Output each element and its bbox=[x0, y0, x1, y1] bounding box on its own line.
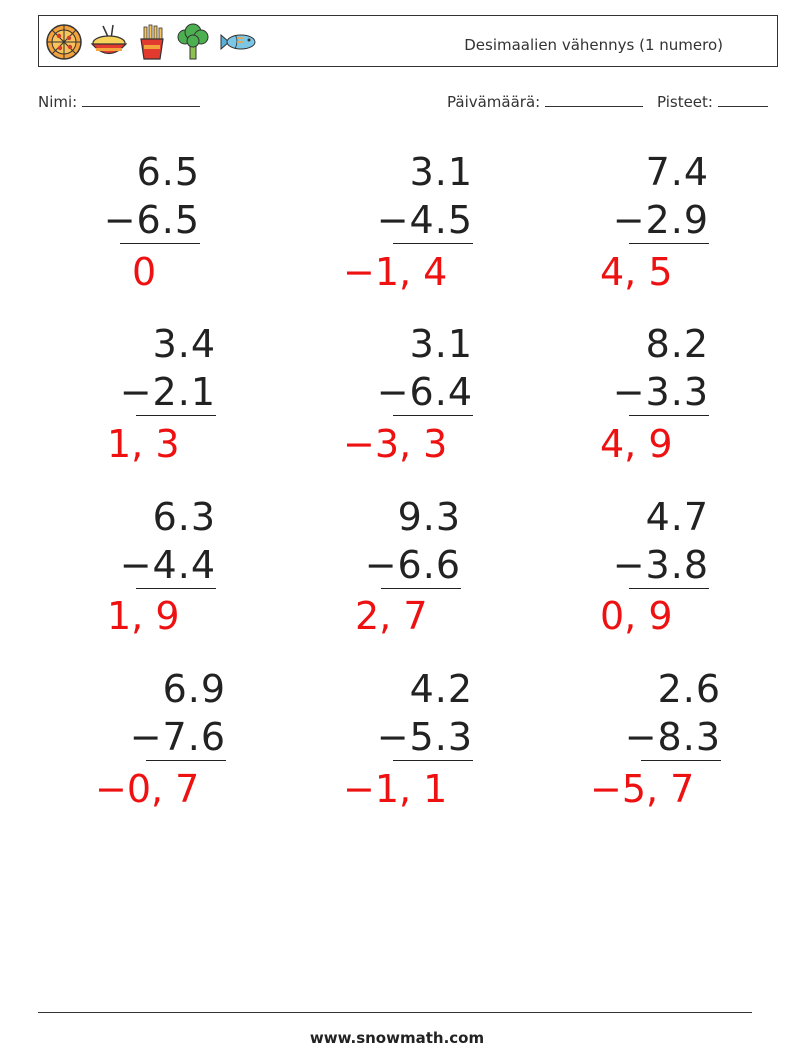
pizza-icon bbox=[45, 23, 83, 61]
minuend: 6.9 bbox=[162, 667, 226, 711]
minuend: 6.3 bbox=[152, 495, 216, 539]
broccoli-icon bbox=[175, 23, 211, 61]
problem-3: 7.4 −2.9 4, 5 bbox=[509, 153, 709, 313]
subtrahend: −4.5 bbox=[376, 198, 473, 242]
problem-10: 6.9 −7.6 −0, 7 bbox=[26, 670, 226, 830]
problem-5: 3.1 −6.4 −3, 3 bbox=[273, 325, 473, 485]
answer-rule bbox=[120, 243, 200, 244]
fries-icon bbox=[135, 23, 169, 61]
minuend: 3.1 bbox=[409, 150, 473, 194]
answer: −0, 7 bbox=[95, 767, 200, 811]
answer-rule bbox=[136, 415, 216, 416]
minuend: 4.7 bbox=[645, 495, 709, 539]
date-blank[interactable] bbox=[545, 93, 643, 107]
problem-8: 9.3 −6.6 2, 7 bbox=[261, 498, 461, 658]
problem-9: 4.7 −3.8 0, 9 bbox=[509, 498, 709, 658]
answer: 0 bbox=[132, 250, 157, 294]
subtrahend: −3.8 bbox=[612, 543, 709, 587]
score-label: Pisteet: bbox=[657, 93, 713, 111]
minuend: 6.5 bbox=[136, 150, 200, 194]
problem-4: 3.4 −2.1 1, 3 bbox=[16, 325, 216, 485]
subtrahend: −3.3 bbox=[612, 370, 709, 414]
score-field: Pisteet: bbox=[657, 93, 768, 111]
subtrahend: −2.1 bbox=[119, 370, 216, 414]
subtrahend: −2.9 bbox=[612, 198, 709, 242]
subtrahend: −8.3 bbox=[624, 715, 721, 759]
answer: −1, 4 bbox=[343, 250, 448, 294]
fish-icon bbox=[217, 23, 261, 61]
minuend: 9.3 bbox=[397, 495, 461, 539]
minuend: 7.4 bbox=[645, 150, 709, 194]
worksheet-header: Desimaalien vähennys (1 numero) bbox=[38, 15, 778, 67]
minuend: 8.2 bbox=[645, 322, 709, 366]
rice-bowl-icon bbox=[89, 23, 129, 61]
minuend: 2.6 bbox=[657, 667, 721, 711]
subtrahend: −6.5 bbox=[103, 198, 200, 242]
problem-6: 8.2 −3.3 4, 9 bbox=[509, 325, 709, 485]
answer-rule bbox=[629, 415, 709, 416]
subtrahend: −6.4 bbox=[376, 370, 473, 414]
problem-12: 2.6 −8.3 −5, 7 bbox=[521, 670, 721, 830]
answer-rule bbox=[393, 415, 473, 416]
answer-rule bbox=[393, 243, 473, 244]
answer: 0, 9 bbox=[600, 594, 673, 638]
worksheet-title: Desimaalien vähennys (1 numero) bbox=[464, 36, 723, 54]
name-label: Nimi: bbox=[38, 93, 78, 111]
problem-7: 6.3 −4.4 1, 9 bbox=[16, 498, 216, 658]
answer: −3, 3 bbox=[343, 422, 448, 466]
answer: 1, 9 bbox=[107, 594, 180, 638]
answer-rule bbox=[629, 243, 709, 244]
subtrahend: −7.6 bbox=[129, 715, 226, 759]
answer-rule bbox=[393, 760, 473, 761]
answer: 4, 9 bbox=[600, 422, 673, 466]
answer: −1, 1 bbox=[343, 767, 448, 811]
problem-11: 4.2 −5.3 −1, 1 bbox=[273, 670, 473, 830]
answer-rule bbox=[641, 760, 721, 761]
answer: −5, 7 bbox=[590, 767, 695, 811]
answer: 4, 5 bbox=[600, 250, 673, 294]
minuend: 3.1 bbox=[409, 322, 473, 366]
name-blank[interactable] bbox=[82, 93, 201, 107]
answer-rule bbox=[381, 588, 461, 589]
header-icons bbox=[45, 22, 261, 62]
answer-rule bbox=[136, 588, 216, 589]
date-field: Päivämäärä: bbox=[447, 93, 643, 111]
minuend: 3.4 bbox=[152, 322, 216, 366]
subtrahend: −4.4 bbox=[119, 543, 216, 587]
score-blank[interactable] bbox=[717, 93, 768, 107]
answer: 2, 7 bbox=[355, 594, 428, 638]
answer: 1, 3 bbox=[107, 422, 180, 466]
problem-2: 3.1 −4.5 −1, 4 bbox=[273, 153, 473, 313]
date-label: Päivämäärä: bbox=[447, 93, 541, 111]
subtrahend: −5.3 bbox=[376, 715, 473, 759]
subtrahend: −6.6 bbox=[364, 543, 461, 587]
answer-rule bbox=[629, 588, 709, 589]
footer-site: www.snowmath.com bbox=[309, 1029, 485, 1047]
footer-divider bbox=[38, 1012, 752, 1013]
answer-rule bbox=[146, 760, 226, 761]
name-field: Nimi: bbox=[38, 93, 201, 111]
minuend: 4.2 bbox=[409, 667, 473, 711]
problem-1: 6.5 −6.5 0 bbox=[0, 153, 200, 313]
